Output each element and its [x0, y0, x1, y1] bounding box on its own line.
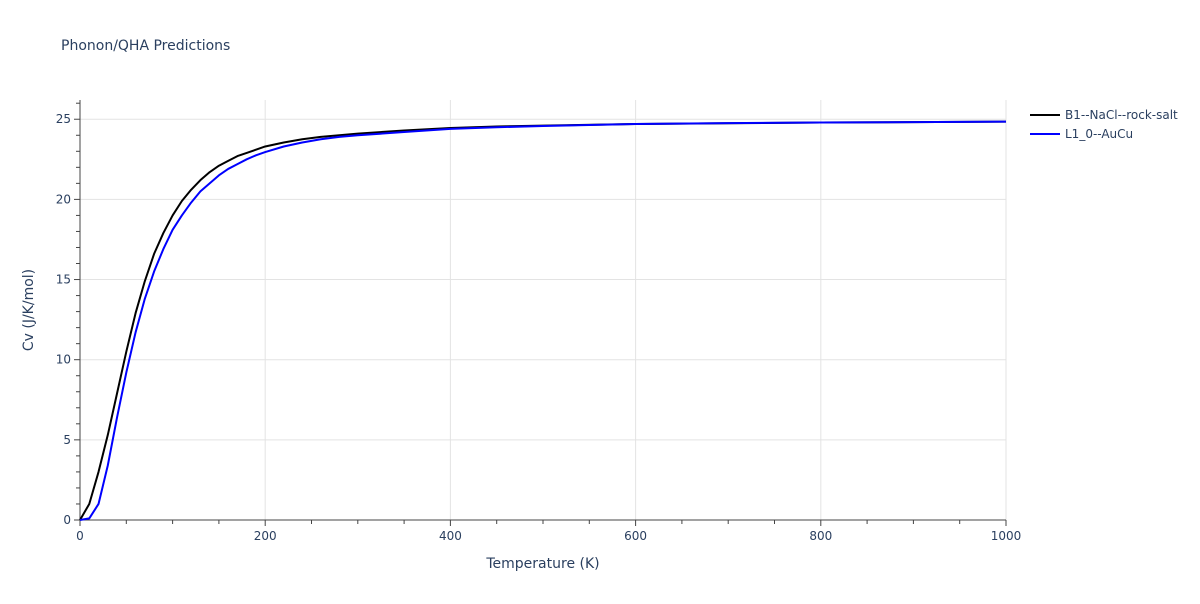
x-axis-title: Temperature (K): [485, 556, 599, 572]
chart-title: Phonon/QHA Predictions: [61, 38, 230, 54]
series-line-1[interactable]: [79, 120, 1007, 521]
y-tick-label: 10: [56, 353, 71, 367]
legend-label: L1_0--AuCu: [1065, 127, 1133, 141]
y-tick-label: 5: [63, 433, 71, 447]
series-line-2[interactable]: [79, 120, 1007, 521]
legend-item[interactable]: L1_0--AuCu: [1030, 127, 1133, 141]
axes-layer: 0 200 400 600 800 1000 0 5 10 15 20 25: [56, 100, 1022, 543]
legend-item[interactable]: B1--NaCl--rock-salt: [1030, 108, 1178, 122]
y-axis-title: Cv (J/K/mol): [21, 269, 37, 351]
y-tick-label: 15: [56, 273, 71, 287]
x-tick-label: 200: [254, 529, 277, 543]
y-tick-label: 0: [63, 513, 71, 527]
legend-label: B1--NaCl--rock-salt: [1065, 108, 1178, 122]
x-tick-label: 400: [439, 529, 462, 543]
y-tick-label: 25: [56, 112, 71, 126]
x-tick-label: 0: [76, 529, 84, 543]
x-tick-label: 600: [624, 529, 647, 543]
series-layer: [79, 120, 1007, 521]
x-tick-label: 800: [809, 529, 832, 543]
legend[interactable]: B1--NaCl--rock-salt L1_0--AuCu: [1030, 108, 1178, 141]
grid-layer: [80, 100, 1007, 520]
y-tick-label: 20: [56, 192, 71, 206]
x-tick-label: 1000: [991, 529, 1022, 543]
